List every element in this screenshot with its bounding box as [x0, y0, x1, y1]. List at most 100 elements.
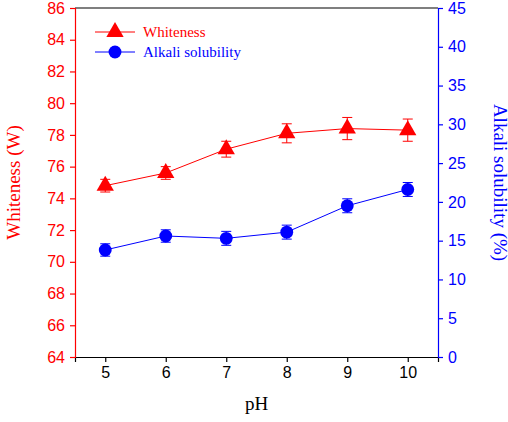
- tick: 86: [47, 0, 75, 17]
- tick-label: 0: [448, 349, 457, 366]
- error-bar-cap: [342, 139, 352, 140]
- tick-mark: [438, 357, 443, 358]
- tick-label: 5: [448, 310, 457, 327]
- axis-line: [70, 9, 76, 358]
- series-line: [105, 189, 408, 249]
- data-point: [399, 120, 416, 135]
- error-bar-cap: [403, 182, 413, 183]
- error-bar-cap: [342, 198, 352, 199]
- legend-marker: [106, 22, 123, 37]
- tick-mark: [438, 47, 443, 48]
- tick-label: 72: [47, 222, 65, 239]
- tick-mark: [438, 241, 443, 242]
- tick: 45: [438, 0, 466, 17]
- tick-mark: [70, 325, 75, 326]
- error-bar-cap: [342, 212, 352, 213]
- legend-marker: [109, 46, 122, 59]
- tick: 20: [438, 194, 466, 211]
- tick-mark: [438, 124, 443, 125]
- tick-label: 7: [222, 364, 231, 381]
- tick-label: 82: [47, 63, 65, 80]
- tick: 5: [101, 357, 110, 381]
- tick-mark: [70, 40, 75, 41]
- x-axis-title: pH: [245, 393, 269, 414]
- x-axis: 5 6 7 8 9 10: [76, 357, 439, 381]
- legend: WhitenessAlkali solubility: [95, 22, 241, 60]
- tick: 72: [47, 222, 75, 239]
- tick-mark: [70, 135, 75, 136]
- tick-label: 20: [448, 194, 466, 211]
- tick: 0: [438, 349, 457, 366]
- tick-mark: [70, 357, 75, 358]
- tick-mark: [70, 230, 75, 231]
- tick: 15: [438, 232, 466, 249]
- tick: 6: [162, 357, 171, 381]
- tick-mark: [438, 85, 443, 86]
- tick: 25: [438, 155, 466, 172]
- tick-label: 84: [47, 31, 65, 48]
- tick-label: 74: [47, 190, 65, 207]
- tick-label: 70: [47, 253, 65, 270]
- tick-label: 35: [448, 77, 466, 94]
- chart: 5678910646668707274767880828486051015202…: [0, 0, 508, 422]
- legend-item: Alkali solubility: [95, 44, 241, 60]
- error-bar-cap: [161, 179, 171, 180]
- tick-mark: [226, 357, 227, 362]
- tick-label: 15: [448, 232, 466, 249]
- axis-line: [439, 9, 444, 358]
- tick: 35: [438, 77, 466, 94]
- tick-mark: [438, 318, 443, 319]
- tick-mark: [166, 357, 167, 362]
- data-point: [159, 230, 172, 243]
- tick-label: 45: [448, 0, 466, 17]
- error-bar-cap: [221, 231, 231, 232]
- tick-label: 10: [399, 364, 417, 381]
- tick-label: 5: [101, 364, 110, 381]
- tick-mark: [438, 279, 443, 280]
- y2-axis: 051015202530354045: [438, 0, 466, 366]
- tick: 30: [438, 116, 466, 133]
- series-line: [105, 129, 408, 186]
- data-point: [278, 123, 295, 138]
- tick-mark: [408, 357, 409, 362]
- axis-line: [76, 358, 439, 363]
- tick-label: 8: [283, 364, 292, 381]
- tick-mark: [70, 198, 75, 199]
- tick: 76: [47, 158, 75, 175]
- tick-label: 66: [47, 317, 65, 334]
- error-bar-cap: [282, 225, 292, 226]
- error-bar-cap: [403, 119, 413, 120]
- tick-mark: [105, 357, 106, 362]
- data-point: [341, 199, 354, 212]
- plot-area: [97, 117, 417, 256]
- tick-label: 78: [47, 127, 65, 144]
- tick: 9: [343, 357, 352, 381]
- tick-mark: [438, 8, 443, 9]
- plot-frame: [75, 7, 438, 8]
- error-bar-cap: [282, 142, 292, 143]
- error-bar-cap: [221, 157, 231, 158]
- tick-label: 10: [448, 271, 466, 288]
- tick-label: 64: [47, 349, 65, 366]
- legend-label: Alkali solubility: [143, 44, 241, 60]
- tick-mark: [70, 103, 75, 104]
- tick: 80: [47, 95, 75, 112]
- error-bar-cap: [403, 196, 413, 197]
- data-point: [97, 176, 114, 191]
- tick-mark: [438, 202, 443, 203]
- tick-label: 30: [448, 116, 466, 133]
- error-bar-cap: [221, 245, 231, 246]
- error-bar-cap: [282, 239, 292, 240]
- data-point: [339, 119, 356, 134]
- data-point: [220, 232, 233, 245]
- tick-label: 76: [47, 158, 65, 175]
- tick: 78: [47, 127, 75, 144]
- tick: 66: [47, 317, 75, 334]
- data-point: [99, 244, 112, 257]
- tick: 7: [222, 357, 231, 381]
- data-point: [218, 139, 235, 154]
- y-axis: 646668707274767880828486: [47, 0, 75, 366]
- tick: 10: [438, 271, 466, 288]
- tick-mark: [70, 293, 75, 294]
- tick-mark: [287, 357, 288, 362]
